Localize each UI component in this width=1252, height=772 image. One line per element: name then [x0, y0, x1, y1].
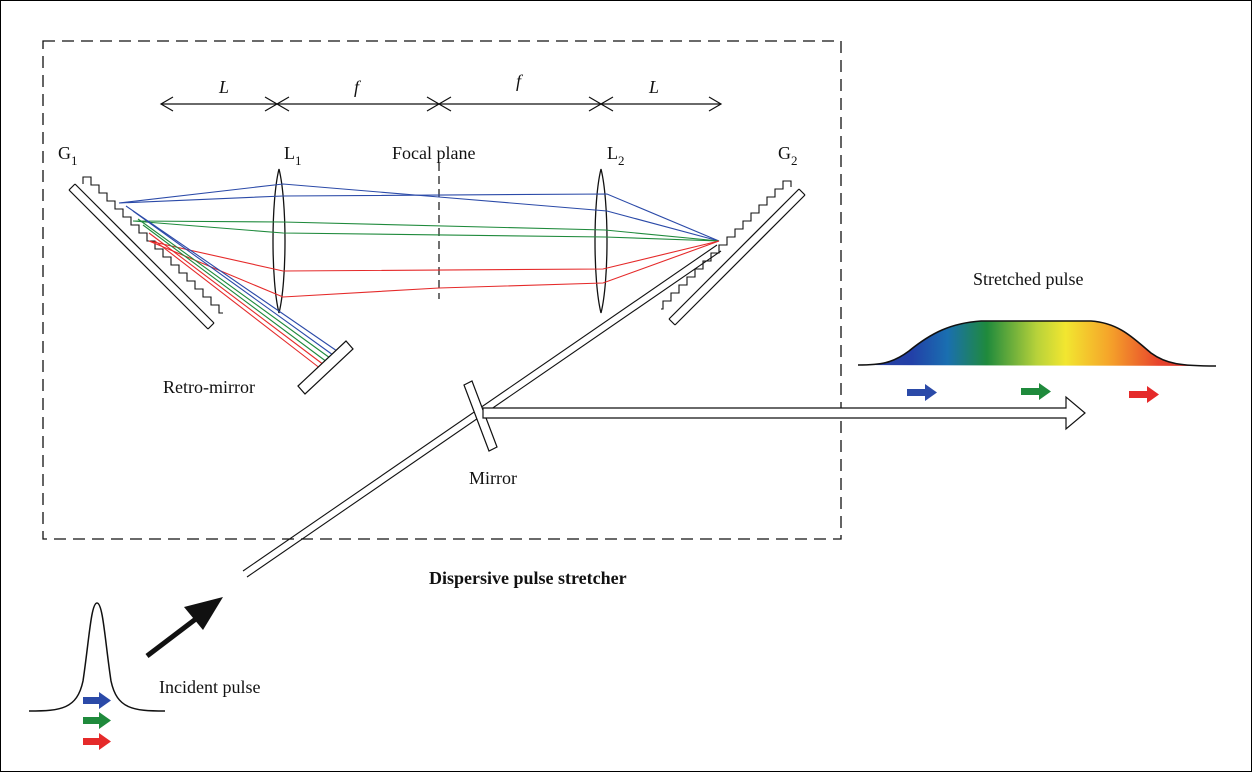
dimension-line — [159, 96, 723, 112]
diagram-title: Dispersive pulse stretcher — [429, 568, 627, 588]
stretched-pulse-outline — [857, 320, 1217, 367]
incident-blue-arrow — [83, 692, 111, 709]
label-incident-pulse: Incident pulse — [159, 677, 260, 697]
label-mirror: Mirror — [469, 468, 517, 488]
lens-l2 — [594, 168, 608, 314]
stretched-blue-arrow — [907, 384, 937, 401]
mirror — [463, 380, 498, 452]
stretched-green-arrow — [1021, 383, 1051, 400]
label-retro-mirror: Retro-mirror — [163, 377, 255, 397]
rays-to-retro-mirror — [125, 205, 338, 370]
stretched-red-arrow — [1129, 386, 1159, 403]
retro-mirror — [297, 340, 354, 395]
grating-g2 — [661, 180, 806, 326]
ray-blue — [118, 183, 720, 242]
lens-l1 — [272, 168, 286, 314]
label-focal-plane: Focal plane — [392, 143, 475, 163]
label-l2: L2 — [607, 143, 625, 168]
ray-green — [132, 220, 720, 242]
label-g1: G1 — [58, 143, 78, 168]
label-stretched-pulse: Stretched pulse — [973, 269, 1083, 289]
incident-direction-arrow — [145, 597, 223, 658]
dim-label-f-right: f — [516, 71, 524, 91]
label-g2: G2 — [778, 143, 798, 168]
output-beam — [482, 395, 1086, 431]
dim-label-l-left: L — [218, 77, 229, 97]
incident-green-arrow — [83, 712, 111, 729]
stretched-pulse-shape — [858, 321, 1216, 366]
incident-red-arrow — [83, 733, 111, 750]
dim-label-l-right: L — [648, 77, 659, 97]
stretcher-box — [42, 40, 842, 540]
label-l1: L1 — [284, 143, 302, 168]
dim-label-f-left: f — [354, 77, 362, 97]
incident-pulse-shape — [28, 602, 166, 712]
ray-red — [148, 240, 720, 298]
